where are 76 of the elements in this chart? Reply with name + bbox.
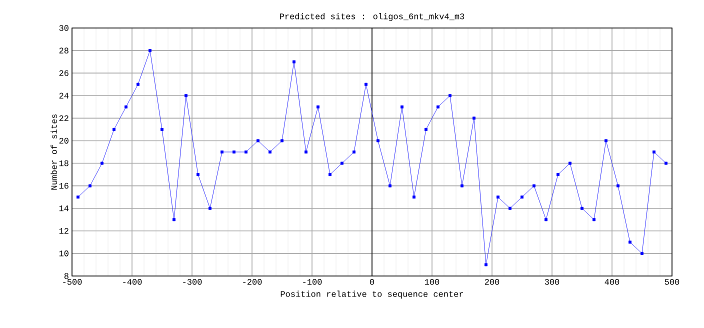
- point: [568, 162, 572, 165]
- point: [232, 150, 236, 154]
- point: [640, 252, 644, 255]
- x-tick-label: 200: [484, 279, 500, 285]
- point: [124, 105, 128, 108]
- point: [616, 184, 620, 188]
- point: [604, 139, 608, 142]
- point: [652, 150, 656, 154]
- x-tick-label: -200: [243, 279, 262, 285]
- y-tick-label: 10: [59, 250, 68, 256]
- point: [532, 184, 536, 188]
- y-tick-label: 24: [59, 92, 69, 98]
- y-tick-label: 28: [59, 48, 68, 54]
- x-tick-label: 0: [370, 279, 374, 285]
- x-tick-label: 100: [424, 279, 440, 285]
- point: [160, 128, 164, 131]
- point: [340, 162, 344, 165]
- point: [220, 150, 224, 154]
- point: [244, 150, 248, 154]
- y-tick-label: 16: [59, 182, 68, 189]
- point: [520, 196, 524, 199]
- y-tick-label: 12: [59, 228, 68, 234]
- point: [280, 139, 284, 142]
- x-tick-label: -100: [303, 279, 322, 285]
- point: [628, 240, 632, 244]
- point: [256, 139, 260, 142]
- point: [412, 196, 416, 199]
- point: [376, 139, 380, 142]
- point: [100, 162, 104, 165]
- point: [148, 49, 152, 52]
- point: [172, 218, 176, 222]
- point: [184, 94, 188, 98]
- x-tick-label: 400: [604, 279, 620, 285]
- point: [388, 184, 392, 188]
- point: [292, 60, 296, 64]
- y-tick-label: 22: [59, 115, 68, 122]
- point: [448, 94, 452, 98]
- x-tick-label: 300: [544, 279, 560, 285]
- point: [268, 150, 272, 154]
- point: [304, 150, 308, 154]
- x-axis-title: Position relative to sequence center: [280, 290, 464, 299]
- x-tick-label: -300: [183, 279, 202, 285]
- point: [88, 184, 92, 188]
- x-tick-label: -500: [63, 279, 82, 285]
- point: [508, 206, 512, 210]
- point: [196, 173, 200, 176]
- point: [316, 105, 320, 108]
- y-tick-label: 26: [59, 70, 68, 76]
- point: [460, 184, 464, 188]
- point: [76, 196, 80, 199]
- point: [436, 105, 440, 108]
- x-tick-label: -400: [123, 279, 142, 285]
- point: [328, 173, 332, 176]
- y-tick-label: 8: [64, 273, 68, 279]
- point: [592, 218, 596, 222]
- point: [424, 128, 428, 131]
- point: [208, 206, 212, 210]
- y-tick-label: 30: [59, 25, 68, 31]
- y-tick-label: 20: [59, 138, 68, 144]
- point: [544, 218, 548, 222]
- point: [400, 105, 404, 108]
- point: [556, 173, 560, 176]
- y-tick-label: 18: [59, 160, 68, 166]
- point: [580, 206, 584, 210]
- point: [484, 263, 488, 266]
- point: [136, 82, 140, 86]
- chart-title: Predicted sites : oligos_6nt_mkv4_m3: [280, 13, 464, 21]
- point: [472, 116, 476, 120]
- point: [496, 196, 500, 199]
- point: [112, 128, 116, 131]
- point: [664, 162, 668, 165]
- point: [364, 82, 368, 86]
- y-tick-label: 14: [59, 206, 69, 212]
- point: [352, 150, 356, 154]
- y-axis-title: Number of sites: [50, 114, 57, 190]
- x-tick-label: 500: [664, 279, 680, 285]
